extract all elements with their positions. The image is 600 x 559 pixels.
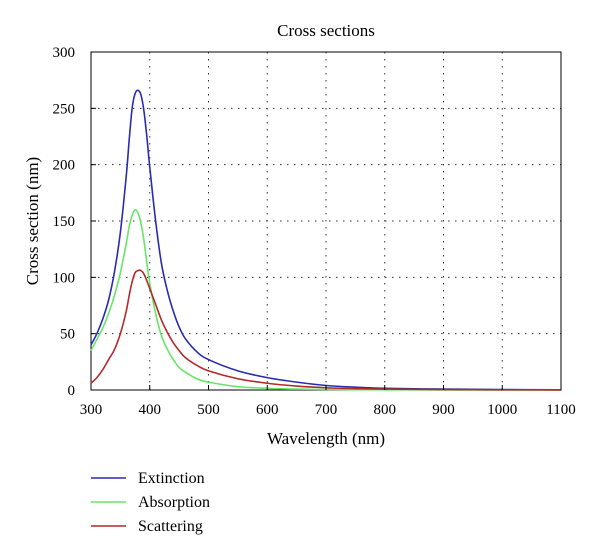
y-tick-label: 300 <box>53 45 76 61</box>
x-tick-label: 1000 <box>487 402 517 418</box>
y-tick-label: 150 <box>53 214 76 230</box>
x-tick-label: 900 <box>432 402 455 418</box>
series-lines <box>90 89 562 391</box>
y-tick-label: 200 <box>53 158 76 174</box>
y-tick-label: 250 <box>53 101 76 117</box>
x-tick-label: 300 <box>80 402 103 418</box>
x-tick-label: 600 <box>256 402 279 418</box>
x-tick-label: 800 <box>374 402 397 418</box>
y-axis-label: Cross section (nm) <box>23 157 42 285</box>
legend: Extinction Absorption Scattering <box>91 470 210 535</box>
x-tick-label: 700 <box>315 402 338 418</box>
chart-title: Cross sections <box>277 21 375 40</box>
series-line-absorption <box>90 208 562 391</box>
legend-label-scattering: Scattering <box>138 518 203 535</box>
x-tick-label: 400 <box>139 402 162 418</box>
x-tick-label: 500 <box>197 402 220 418</box>
y-tick-label: 0 <box>68 383 76 399</box>
y-tick-label: 50 <box>60 327 75 343</box>
legend-label-extinction: Extinction <box>138 470 205 487</box>
x-tick-label: 1100 <box>546 402 575 418</box>
x-axis-label: Wavelength (nm) <box>267 429 385 448</box>
series-line-scattering <box>90 269 562 391</box>
tick-labels: 300 400 500 600 700 800 900 1000 1100 0 50 100 150 20… <box>53 45 576 418</box>
legend-label-absorption: Absorption <box>138 494 210 511</box>
y-tick-label: 100 <box>53 270 76 286</box>
grid-lines <box>91 52 561 390</box>
series-line-extinction <box>90 89 562 391</box>
